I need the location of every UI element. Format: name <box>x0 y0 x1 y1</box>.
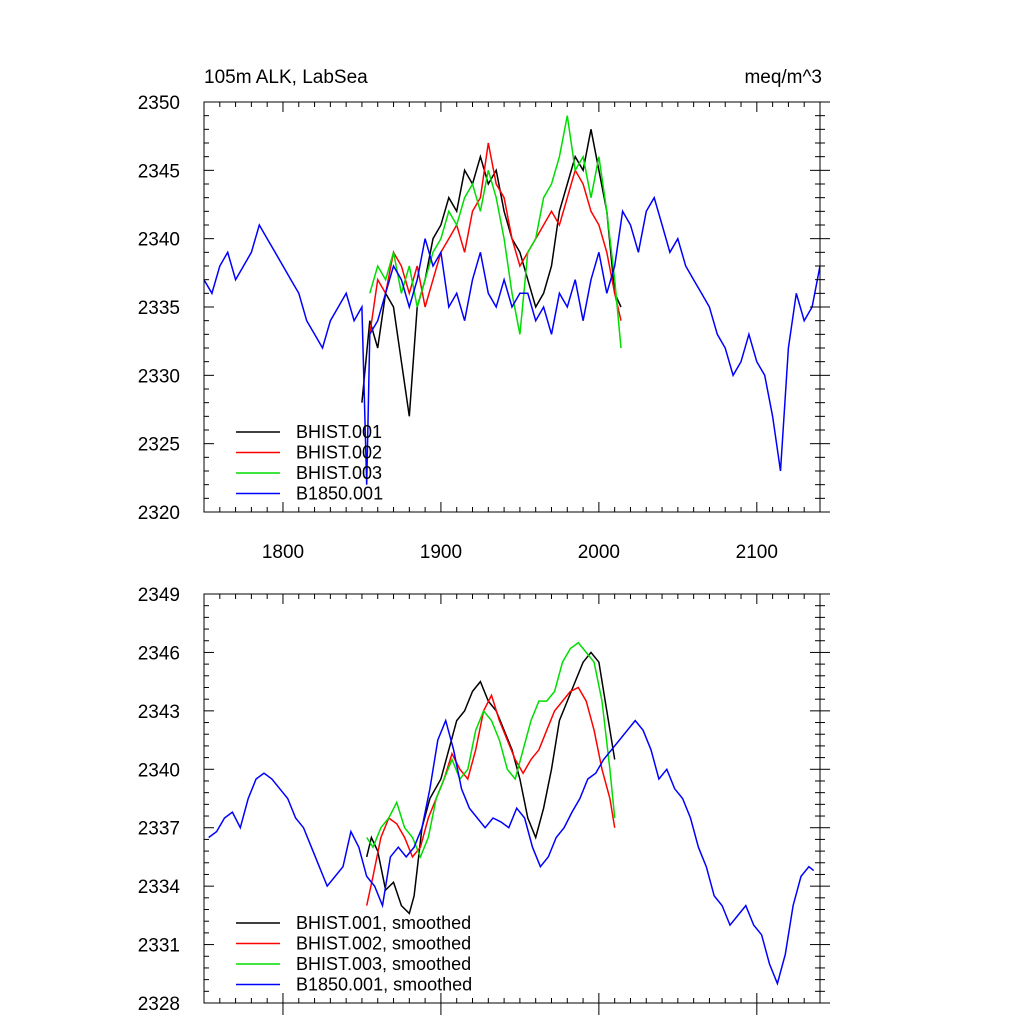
y-tick-label: 2330 <box>138 366 180 387</box>
x-tick-label: 2000 <box>578 542 620 563</box>
series-line-1 <box>365 651 616 915</box>
y-tick-label: 2325 <box>138 435 180 456</box>
y-tick-label: 2349 <box>138 585 180 606</box>
series-line-3 <box>369 115 622 349</box>
legend-label: BHIST.001 <box>296 422 382 442</box>
x-tick-label: 1800 <box>262 542 304 563</box>
y-tick-label: 2328 <box>138 994 180 1015</box>
legend-label: BHIST.002 <box>296 443 382 463</box>
legend-label: BHIST.001, smoothed <box>296 913 471 933</box>
y-tick-label: 2340 <box>138 760 180 781</box>
y-tick-label: 2320 <box>138 503 180 524</box>
y-tick-label: 2343 <box>138 702 180 723</box>
legend-label: BHIST.003, smoothed <box>296 954 471 974</box>
y-tick-label: 2334 <box>138 877 181 898</box>
y-tick-label: 2346 <box>138 643 180 664</box>
legend-label: BHIST.003 <box>296 463 382 483</box>
series-line-4 <box>204 195 820 485</box>
legend-label: BHIST.002, smoothed <box>296 934 471 954</box>
series-line-4 <box>208 718 815 986</box>
plot-frame <box>203 593 821 1004</box>
y-tick-label: 2345 <box>138 161 180 182</box>
series-line-1 <box>361 129 622 417</box>
legend-label: B1850.001 <box>296 484 383 504</box>
x-tick-label: 1900 <box>420 542 462 563</box>
y-tick-label: 2337 <box>138 819 180 840</box>
series-line-3 <box>366 641 616 859</box>
legend-label: B1850.001, smoothed <box>296 975 472 995</box>
chart-panel-1: 1800 1900 2000 2100 2320 2325 2330 2335 2340 2345… <box>138 93 830 563</box>
series-line-2 <box>365 686 616 906</box>
y-tick-label: 2340 <box>138 230 180 251</box>
series-line-2 <box>369 142 622 335</box>
chart-title: 105m ALK, LabSea <box>204 67 368 88</box>
chart-panel-2: 2328 2331 2334 2337 2340 2343 2346 2349 BHIST.00… <box>138 585 830 1015</box>
y-tick-label: 2335 <box>138 298 180 319</box>
x-tick-label: 2100 <box>736 542 778 563</box>
y-tick-label: 2331 <box>138 936 180 957</box>
chart-units: meq/m^3 <box>744 67 822 88</box>
y-tick-label: 2350 <box>138 93 180 114</box>
